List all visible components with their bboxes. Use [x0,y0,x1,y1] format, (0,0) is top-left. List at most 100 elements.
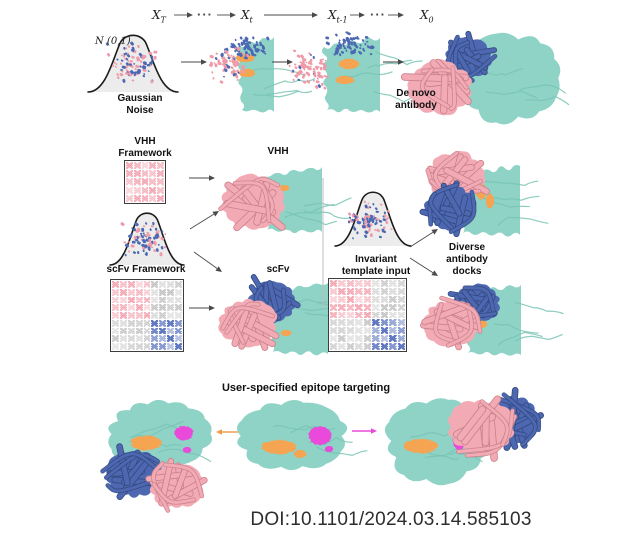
matrix-cell [330,287,338,295]
scfv-structure-cdr [280,329,292,337]
gaussian-noise-scatter [105,41,158,84]
center-antigen-epitope [308,426,332,446]
matrix-cell [135,327,143,335]
matrix-cell [372,335,380,343]
matrix-cell [135,304,143,312]
matrix-cell [355,280,363,287]
matrix-cell [141,170,149,178]
vhh-framework-caption: VHH Framework [118,136,172,160]
xt1-panel-pink-scatter [288,49,330,90]
arrow-scfvmatrix-to-scfv [189,305,215,311]
xt-panel-pink-scatter [208,46,250,84]
matrix-cell [389,335,397,343]
matrix-cell [135,343,143,350]
epitope-arrow-left [216,429,238,435]
row-arrow-1 [174,12,193,18]
vhh-framework-matrix [124,160,166,204]
matrix-cell [112,335,119,343]
epitope-arrow-right [352,428,377,434]
matrix-cell [143,281,151,288]
scfv-structure-pink-domain [218,298,280,351]
gaussian-noise-caption: Gaussian Noise [117,93,163,117]
matrix-cell [126,194,133,202]
matrix-cell [346,311,355,319]
matrix-cell [167,319,175,327]
matrix-cell [151,296,159,304]
matrix-cell [127,343,135,350]
matrix-cell [126,178,133,186]
matrix-cell [143,312,151,319]
matrix-cell [363,311,372,319]
normal-distribution-label: N (0,1) [95,36,131,47]
matrix-cell [372,295,380,303]
matrix-cell [389,280,397,287]
state-label-xt: Xt [241,8,253,25]
matrix-cell [119,312,127,319]
matrix-cell [363,327,372,335]
right-complex-orange [403,438,439,454]
matrix-cell [157,162,164,170]
matrix-cell [133,170,141,178]
matrix-cell [175,304,182,312]
left-complex-epitope [174,425,194,441]
matrix-cell [355,327,363,335]
matrix-cell [135,288,143,296]
matrix-cell [389,343,397,350]
matrix-cell [157,178,164,186]
matrix-cell [175,288,182,296]
matrix-cell [143,327,151,335]
matrix-cell [338,319,346,327]
matrix-cell [380,287,389,295]
matrix-cell [157,170,164,178]
matrix-cell [355,311,363,319]
matrix-cell [133,186,141,194]
matrix-cell [127,335,135,343]
matrix-cell [346,319,355,327]
matrix-cell [338,311,346,319]
matrix-cell [355,287,363,295]
state-label-xt1: Xt-1 [328,8,348,25]
matrix-cell [119,288,127,296]
matrix-cell [133,194,141,202]
matrix-cell [380,303,389,311]
matrix-cell [167,343,175,350]
matrix-cell [167,288,175,296]
matrix-cell [157,194,164,202]
matrix-cell [151,319,159,327]
matrix-cell [151,312,159,319]
matrix-cell [167,327,175,335]
matrix-cell [159,319,167,327]
matrix-cell [151,327,159,335]
matrix-cell [135,335,143,343]
matrix-cell [159,281,167,288]
matrix-cell [338,295,346,303]
matrix-cell [112,312,119,319]
matrix-cell [330,311,338,319]
matrix-cell [143,304,151,312]
matrix-cell [159,327,167,335]
matrix-cell [346,280,355,287]
matrix-cell [159,312,167,319]
matrix-cell [338,335,346,343]
lower-dock-pink-domain [420,295,483,351]
center-antigen [236,399,368,471]
matrix-cell [135,319,143,327]
matrix-cell [372,287,380,295]
matrix-cell [167,281,175,288]
matrix-cell [363,280,372,287]
xt1-panel-blue-scatter [325,31,375,57]
matrix-cell [149,178,157,186]
matrix-cell [126,162,133,170]
matrix-cell [397,295,405,303]
upper-dock-blue-domain [419,180,477,238]
matrix-cell [126,170,133,178]
matrix-cell [135,312,143,319]
matrix-cell [149,186,157,194]
arrow-vhhmatrix-to-vhh [189,175,215,181]
matrix-cell [355,335,363,343]
matrix-cell [338,287,346,295]
matrix-cell [143,288,151,296]
invariant-template-matrix [328,278,407,352]
matrix-cell [127,319,135,327]
